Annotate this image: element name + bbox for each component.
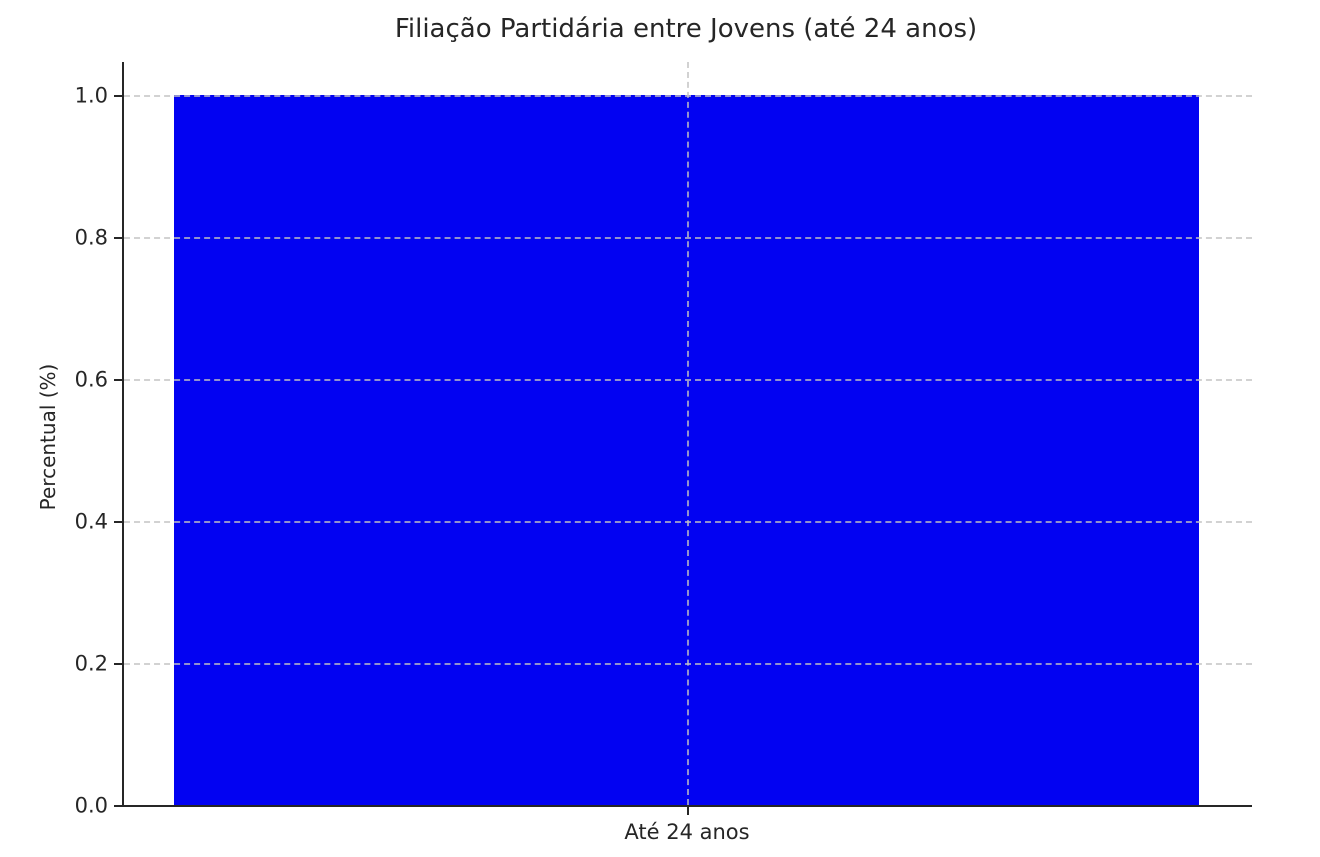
ytick-mark-0.2 (114, 663, 122, 665)
ytick-label-0.8: 0.8 (74, 225, 108, 250)
ytick-mark-1.0 (114, 95, 122, 97)
chart-title: Filiação Partidária entre Jovens (até 24… (394, 14, 978, 44)
ytick-mark-0.6 (114, 379, 122, 381)
ytick-label-0.4: 0.4 (74, 509, 108, 534)
ytick-mark-0.8 (114, 237, 122, 239)
y-axis-label: Percentual (%) (36, 363, 60, 511)
plot-area: 1.0 0.8 0.6 0.4 0.2 0.0 Até 24 anos (75, 62, 1252, 844)
ytick-label-0.0: 0.0 (74, 793, 108, 818)
ytick-mark-0.4 (114, 521, 122, 523)
bar-ate-24-anos (174, 95, 1199, 805)
xtick-label-ate-24-anos: Até 24 anos (624, 820, 750, 844)
xtick-mark-ate-24-anos (687, 807, 689, 815)
ytick-mark-0.0 (114, 805, 122, 807)
gridline-x-ate-24-anos (687, 62, 689, 805)
ytick-label-1.0: 1.0 (74, 83, 108, 108)
ytick-label-0.6: 0.6 (74, 367, 108, 392)
ytick-label-0.2: 0.2 (74, 651, 108, 676)
